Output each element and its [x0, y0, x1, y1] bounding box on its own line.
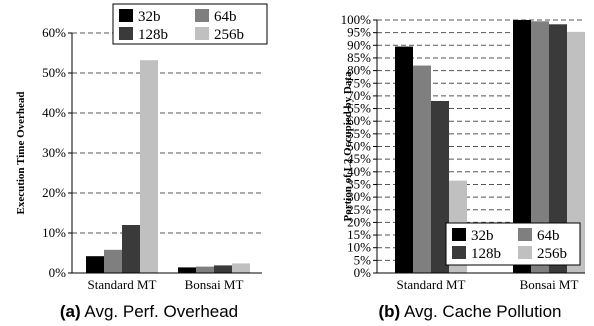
- y-tick-label: 75%: [347, 75, 371, 90]
- bar-256b-bonsai-mt: [232, 263, 250, 273]
- y-tick-label: 55%: [347, 126, 371, 141]
- legend-label: 256b: [537, 246, 567, 262]
- bar-256b-bonsai-mt: [567, 31, 585, 273]
- y-axis-title: Execution Time Overhead: [15, 91, 27, 214]
- legend-label: 32b: [471, 228, 494, 244]
- bar-32b-bonsai-mt: [513, 20, 531, 273]
- bar-32b-standard-mt: [86, 256, 104, 273]
- y-tick-label: 100%: [341, 12, 372, 27]
- bar-64b-standard-mt: [104, 249, 122, 273]
- legend-label: 64b: [537, 228, 560, 244]
- y-tick-label: 0%: [49, 265, 67, 280]
- bar-64b-bonsai-mt: [196, 266, 214, 273]
- y-tick-label: 40%: [42, 105, 66, 120]
- chart-caption: (a) Avg. Perf. Overhead: [60, 302, 238, 321]
- caption-text: Avg. Perf. Overhead: [81, 302, 239, 321]
- y-tick-label: 40%: [347, 164, 371, 179]
- y-tick-label: 50%: [42, 65, 66, 80]
- legend-swatch: [119, 27, 133, 40]
- y-tick-label: 5%: [354, 252, 372, 267]
- legend-label: 128b: [471, 246, 501, 262]
- legend-label: 64b: [214, 9, 237, 25]
- y-tick-label: 80%: [347, 63, 371, 78]
- bar-64b-standard-mt: [413, 65, 431, 273]
- legend-swatch: [195, 9, 209, 22]
- y-tick-label: 85%: [347, 50, 371, 65]
- legend: 32b 64b 128b 256b: [445, 222, 581, 266]
- x-category-label: Bonsai MT: [185, 277, 244, 292]
- y-tick-label: 10%: [347, 240, 371, 255]
- legend-label: 256b: [214, 27, 244, 43]
- y-tick-label: 30%: [42, 145, 66, 160]
- legend-swatch: [518, 246, 532, 259]
- x-category-label: Bonsai MT: [520, 277, 579, 292]
- bar-256b-standard-mt: [140, 60, 158, 274]
- caption-tag: (a): [60, 302, 81, 321]
- y-tick-label: 0%: [354, 265, 372, 280]
- bar-128b-bonsai-mt: [214, 265, 232, 273]
- y-tick-label: 90%: [347, 37, 371, 52]
- bar-64b-bonsai-mt: [531, 21, 549, 273]
- y-tick-label: 30%: [347, 189, 371, 204]
- y-tick-label: 95%: [347, 25, 371, 40]
- legend-box: [112, 3, 268, 45]
- bar-128b-bonsai-mt: [549, 24, 567, 274]
- y-tick-label: 60%: [42, 25, 66, 40]
- caption-tag: (b): [378, 302, 400, 321]
- legend-swatch: [119, 9, 133, 22]
- bar-32b-standard-mt: [395, 46, 413, 273]
- chart-b-cache-pollution: 0%5%10%15%20%25%30%35%40%45%50%55%60%65%…: [341, 12, 585, 321]
- chart-caption: (b) Avg. Cache Pollution: [378, 302, 561, 321]
- y-tick-label: 25%: [347, 202, 371, 217]
- y-tick-label: 15%: [347, 227, 371, 242]
- legend-label: 32b: [138, 9, 161, 25]
- legend-swatch: [195, 27, 209, 40]
- y-axis-title: Portion of L2 Occupied by Data: [342, 71, 354, 222]
- y-tick-label: 60%: [347, 113, 371, 128]
- y-tick-label: 65%: [347, 101, 371, 116]
- chart-a-performance-overhead: 0% 10% 20% 30% 40% 50% 60% Standard MT Bonsai MT…: [15, 3, 268, 321]
- bar-128b-standard-mt: [431, 100, 449, 274]
- legend-swatch: [452, 246, 466, 259]
- y-tick-label: 35%: [347, 176, 371, 191]
- legend: 32b 64b 128b 256b: [112, 3, 268, 45]
- y-tick-label: 50%: [347, 139, 371, 154]
- legend-swatch: [518, 228, 532, 241]
- legend-box: [445, 222, 581, 266]
- y-tick-label: 10%: [42, 225, 66, 240]
- x-category-label: Standard MT: [88, 277, 157, 292]
- y-tick-label: 70%: [347, 88, 371, 103]
- legend-swatch: [452, 228, 466, 241]
- y-tick-label: 20%: [42, 185, 66, 200]
- bar-128b-standard-mt: [122, 225, 140, 273]
- x-category-label: Standard MT: [397, 277, 466, 292]
- legend-label: 128b: [138, 27, 168, 43]
- caption-text: Avg. Cache Pollution: [400, 302, 561, 321]
- bar-32b-bonsai-mt: [178, 267, 196, 273]
- y-tick-label: 20%: [347, 214, 371, 229]
- y-tick-label: 45%: [347, 151, 371, 166]
